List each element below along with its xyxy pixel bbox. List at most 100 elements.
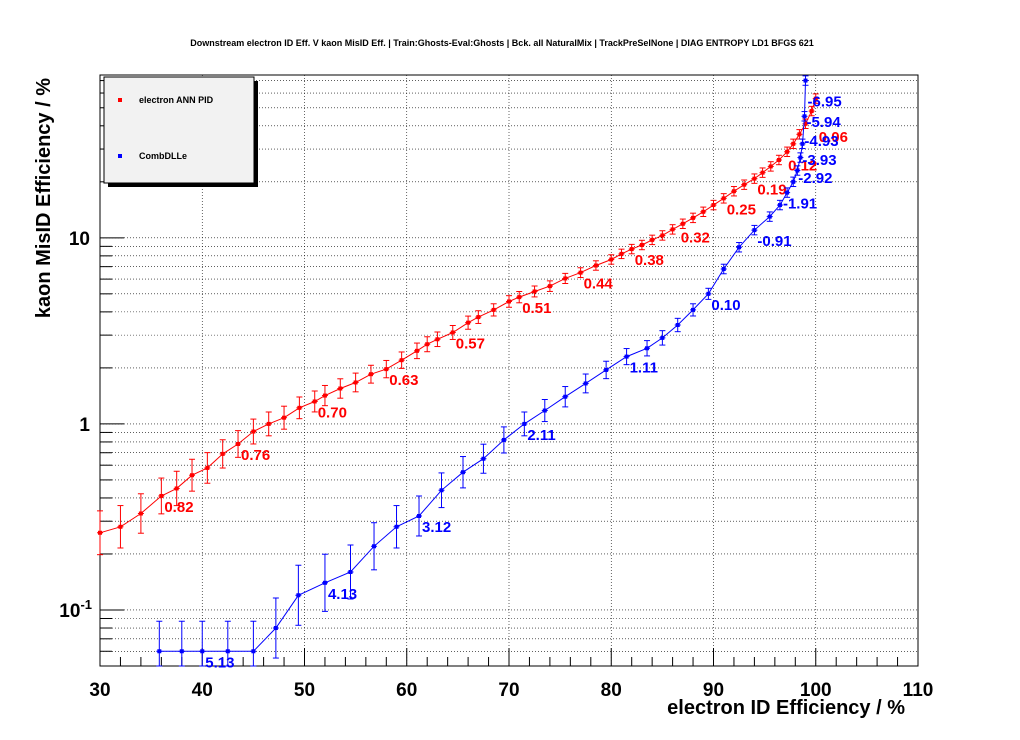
data-label: -0.91 — [757, 233, 791, 250]
data-point — [532, 289, 537, 294]
data-label: -2.92 — [798, 170, 832, 187]
data-point — [604, 367, 609, 372]
data-point — [809, 109, 814, 114]
data-label: -6.95 — [808, 93, 842, 110]
data-point — [394, 524, 399, 529]
data-point — [507, 299, 511, 304]
data-point — [645, 346, 650, 351]
data-label: 0.63 — [389, 372, 418, 389]
data-label: 0.38 — [635, 252, 664, 269]
data-point — [517, 295, 522, 300]
data-point — [731, 189, 736, 194]
data-point — [266, 421, 271, 426]
legend-entry: electron ANN PID — [139, 95, 214, 105]
data-label: 0.19 — [757, 182, 786, 199]
x-tick-label: 100 — [800, 680, 832, 701]
x-tick-label: 80 — [601, 680, 622, 701]
x-tick-label: 60 — [396, 680, 417, 701]
data-point — [798, 155, 803, 160]
data-label: -4.93 — [804, 133, 838, 150]
data-point — [629, 247, 634, 252]
data-point — [675, 323, 680, 328]
data-point — [322, 393, 327, 398]
data-point — [624, 354, 629, 359]
x-tick-label: 50 — [294, 680, 315, 701]
data-point — [791, 141, 796, 146]
data-point — [737, 245, 742, 250]
y-tick-label: 1 — [79, 415, 90, 436]
data-point — [791, 179, 796, 184]
data-label: 5.13 — [205, 654, 234, 671]
data-point — [297, 405, 302, 410]
series-layer: 0.82 0.76 0.70 0.63 0.57 0.51 0.44 0.38 0.32 0.25… — [97, 75, 848, 671]
legend-entry: CombDLLe — [139, 151, 187, 161]
data-point — [414, 348, 419, 353]
data-point — [701, 209, 706, 214]
data-point — [273, 626, 278, 631]
data-point — [491, 307, 496, 312]
y-tick-label: 10-1 — [59, 597, 92, 622]
data-point — [721, 266, 726, 271]
data-label: 0.82 — [164, 499, 193, 516]
data-point — [670, 227, 675, 232]
data-point — [236, 441, 241, 446]
data-point — [251, 649, 256, 654]
data-point — [752, 228, 757, 233]
data-point — [583, 381, 588, 386]
data-point — [760, 170, 765, 175]
data-point — [190, 473, 195, 478]
data-point — [593, 263, 598, 268]
data-point — [639, 243, 644, 248]
data-point — [776, 157, 781, 162]
data-label: -1.91 — [783, 196, 817, 213]
data-point — [425, 342, 430, 347]
data-label: 0.70 — [318, 404, 347, 421]
data-point — [721, 196, 726, 201]
data-point — [680, 221, 685, 226]
series-combdlle: 5.13 4.13 3.12 2.11 1.11 0.10 -0.91 -1.91 -2.92 -… — [156, 75, 842, 671]
data-label: 0.25 — [727, 201, 756, 218]
data-point — [282, 415, 287, 420]
data-point — [563, 394, 568, 399]
data-point — [312, 399, 317, 404]
data-point — [800, 141, 805, 146]
data-point — [691, 215, 696, 220]
chart-title: Downstream electron ID Eff. V kaon MisID… — [190, 38, 814, 48]
data-point — [384, 367, 389, 372]
data-point — [660, 335, 665, 340]
data-point — [542, 408, 547, 413]
data-label: 4.13 — [328, 586, 357, 603]
grid — [100, 75, 918, 666]
data-label: 2.11 — [527, 427, 555, 444]
data-point — [439, 488, 444, 493]
data-point — [225, 649, 230, 654]
data-point — [563, 276, 568, 281]
x-tick-label: 90 — [703, 680, 724, 701]
data-point — [338, 386, 343, 391]
series-line — [99, 98, 817, 534]
data-point — [660, 233, 665, 238]
legend-box — [103, 76, 255, 184]
data-point — [706, 291, 711, 296]
x-tick-label: 110 — [903, 680, 934, 701]
x-tick-label: 30 — [89, 680, 110, 701]
data-point — [251, 429, 256, 434]
series-ann: 0.82 0.76 0.70 0.63 0.57 0.51 0.44 0.38 0.32 0.25… — [97, 93, 848, 556]
data-point — [619, 251, 624, 256]
data-point — [785, 149, 790, 154]
data-label: 3.12 — [422, 519, 451, 536]
legend: electron ANN PID CombDLLe — [103, 76, 258, 187]
data-point — [220, 451, 225, 456]
y-tick-label: 10 — [69, 229, 90, 250]
x-axis-label: electron ID Efficiency / % — [667, 697, 905, 719]
data-label: 0.44 — [584, 276, 614, 293]
data-point — [296, 593, 301, 598]
data-label: 0.10 — [711, 297, 740, 314]
data-point — [768, 164, 773, 169]
data-point — [174, 486, 179, 491]
data-label: 0.32 — [681, 230, 710, 247]
data-point — [797, 132, 802, 137]
data-label: 1.11 — [630, 360, 658, 377]
